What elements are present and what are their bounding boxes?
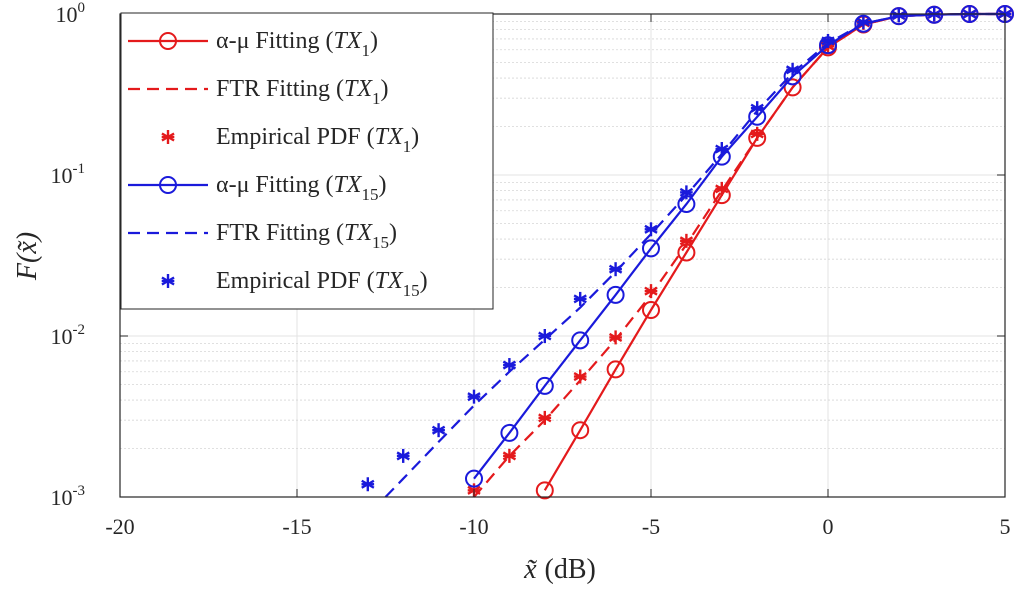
data-point-circle <box>783 78 802 97</box>
data-point-asterisk <box>573 369 587 384</box>
legend-item-3: α-μ Fitting (TX15) <box>128 172 386 204</box>
data-point-circle <box>535 481 554 500</box>
data-point-asterisk <box>161 130 175 144</box>
data-point-asterisk <box>821 33 835 48</box>
x-tick-label: -15 <box>282 514 311 539</box>
data-point-circle <box>159 32 177 50</box>
y-tick-label: 100 <box>56 0 86 27</box>
data-point-circle <box>642 239 660 258</box>
data-point-asterisk <box>538 410 552 425</box>
data-point-asterisk <box>161 274 175 288</box>
data-point-asterisk <box>502 358 517 373</box>
legend-item-5: Empirical PDF (TX15) <box>161 268 428 300</box>
data-point-asterisk <box>679 185 694 200</box>
legend-item-2: Empirical PDF (TX1) <box>161 124 419 156</box>
data-point-asterisk <box>431 423 446 438</box>
legend-item-4: FTR Fitting (TX15) <box>128 220 397 252</box>
y-axis-label: F(x̃) <box>12 232 43 281</box>
data-point-asterisk <box>538 329 552 343</box>
data-point-asterisk <box>467 389 481 404</box>
data-point-asterisk <box>679 233 694 248</box>
legend-label: Empirical PDF (TX1) <box>216 124 419 156</box>
series-layer <box>361 5 1014 500</box>
data-point-circle <box>889 7 908 26</box>
x-tick-label: 0 <box>823 514 834 539</box>
y-tick-label: 10-1 <box>51 161 86 188</box>
data-point-asterisk <box>785 62 800 77</box>
data-point-asterisk <box>644 284 658 299</box>
data-point-circle <box>159 176 177 194</box>
x-axis-label: x̃ (dB) <box>523 554 596 585</box>
legend-label: α-μ Fitting (TX1) <box>216 28 378 60</box>
data-point-circle <box>606 360 625 379</box>
series-5 <box>361 7 1012 492</box>
data-point-asterisk <box>856 15 871 30</box>
data-point-circle <box>535 376 554 395</box>
legend-label: α-μ Fitting (TX15) <box>216 172 386 204</box>
x-tick-label: -5 <box>642 514 660 539</box>
data-point-asterisk <box>573 291 587 306</box>
data-point-circle <box>571 421 590 440</box>
x-tick-label: -10 <box>459 514 488 539</box>
ticks: -20 -15 -10 -5 0 5 10-3 10-2 10-1 100 <box>51 0 1011 539</box>
legend-box <box>120 12 494 310</box>
data-point-asterisk <box>750 101 764 116</box>
data-point-circle <box>571 331 590 350</box>
plot-frame <box>119 13 1006 498</box>
legend-label: Empirical PDF (TX15) <box>216 268 428 300</box>
data-point-asterisk <box>715 142 729 157</box>
data-point-asterisk <box>644 222 658 237</box>
x-tick-label: 5 <box>1000 514 1011 539</box>
data-point-asterisk <box>750 126 764 141</box>
legend-label: FTR Fitting (TX15) <box>216 220 397 252</box>
data-point-circle <box>606 285 625 304</box>
data-point-circle <box>642 301 660 320</box>
data-point-asterisk <box>396 448 410 463</box>
data-point-asterisk <box>715 181 729 196</box>
data-point-asterisk <box>361 477 375 492</box>
y-tick-label: 10-3 <box>51 483 86 510</box>
data-point-asterisk <box>608 262 623 277</box>
data-point-asterisk <box>608 330 623 345</box>
data-point-asterisk <box>502 448 517 463</box>
data-point-circle <box>925 5 944 24</box>
legend-item-1: FTR Fitting (TX1) <box>128 76 389 108</box>
legend: α-μ Fitting (TX1) FTR Fitting (TX1) Empiri… <box>120 12 494 310</box>
legend-label: FTR Fitting (TX1) <box>216 76 389 108</box>
data-point-circle <box>465 469 483 488</box>
data-point-circle <box>500 423 519 442</box>
y-tick-label: 10-2 <box>51 322 86 349</box>
legend-item-0: α-μ Fitting (TX1) <box>128 28 378 60</box>
data-point-asterisk <box>892 8 906 23</box>
x-tick-label: -20 <box>105 514 134 539</box>
